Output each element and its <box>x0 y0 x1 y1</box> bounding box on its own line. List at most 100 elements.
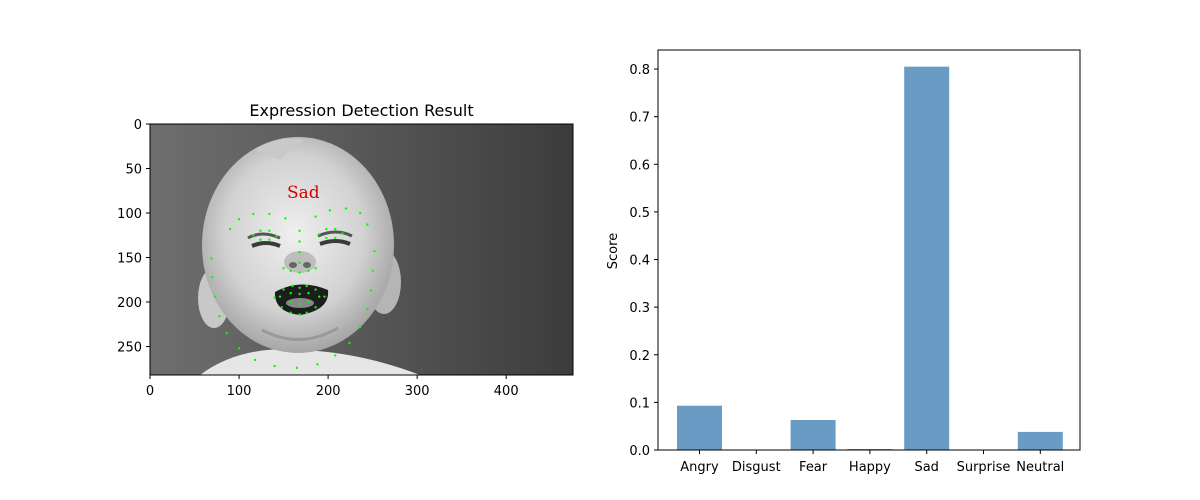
landmark-point <box>298 286 301 289</box>
landmark-point <box>318 295 321 298</box>
landmark-point <box>298 250 301 254</box>
landmark-point <box>334 227 337 231</box>
landmark-point <box>371 269 374 273</box>
landmark-point <box>314 215 317 218</box>
bar-y-tick-label: 0.6 <box>629 158 650 173</box>
landmark-point <box>268 229 271 233</box>
photo <box>150 124 573 375</box>
landmark-point <box>307 291 310 295</box>
bar-y-tick-label: 0.7 <box>629 111 650 126</box>
landmark-point <box>316 363 319 366</box>
image-y-tick-label: 150 <box>117 252 142 267</box>
landmark-point <box>348 341 351 345</box>
landmark-point <box>314 306 317 309</box>
landmark-point <box>253 358 257 362</box>
bar-x-tick-label: Surprise <box>957 460 1011 475</box>
landmark-point <box>358 325 362 329</box>
landmark-point <box>218 315 221 318</box>
landmark-point <box>334 354 337 357</box>
bar-y-axis-label: Score <box>606 233 621 269</box>
bar-x-tick-label: Neutral <box>1016 460 1064 475</box>
bar-y-axis: 0.0 0.1 0.2 0.3 0.4 0.5 0.6 0.7 0.8 <box>629 63 658 459</box>
landmark-point <box>282 288 285 291</box>
bar-series <box>677 66 1063 451</box>
landmark-point <box>366 223 369 226</box>
landmark-point <box>298 229 301 233</box>
image-x-tick-label: 200 <box>316 384 341 399</box>
landmark-point <box>284 217 287 220</box>
landmark-point <box>298 240 301 243</box>
landmark-point <box>259 238 262 241</box>
landmark-point <box>289 291 292 295</box>
landmark-point <box>282 266 285 270</box>
landmark-point <box>228 227 232 231</box>
face-landmarks <box>210 207 376 370</box>
image-x-tick-label: 300 <box>405 384 430 399</box>
landmark-point <box>314 266 317 270</box>
image-title: Expression Detection Result <box>249 101 473 120</box>
landmark-point <box>298 261 301 265</box>
landmark-point <box>252 212 255 216</box>
image-x-tick-label: 100 <box>227 384 252 399</box>
landmark-point <box>323 295 326 298</box>
bar-x-tick-label: Angry <box>680 460 719 475</box>
bar-neutral <box>1017 431 1063 450</box>
image-y-axis: 0 50 100 150 200 250 <box>117 118 150 356</box>
bar-sad <box>904 66 950 451</box>
landmark-point <box>298 302 301 305</box>
landmark-point <box>210 257 213 260</box>
landmark-point <box>341 232 344 235</box>
landmark-point <box>211 275 214 279</box>
bar-y-tick-label: 0.2 <box>629 349 650 364</box>
landmark-point <box>305 311 308 314</box>
bar-fear <box>790 420 836 450</box>
bar-x-axis: Angry Disgust Fear Happy Sad Surprise Neutral <box>680 450 1064 475</box>
landmark-point <box>289 269 292 273</box>
bar-y-tick-label: 0.1 <box>629 396 650 411</box>
landmark-point <box>314 288 317 291</box>
bar-y-tick-label: 0.4 <box>629 254 650 269</box>
bar-x-tick-label: Happy <box>849 460 891 475</box>
landmark-point <box>366 307 369 311</box>
landmark-point <box>307 269 310 273</box>
landmark-point <box>278 295 282 298</box>
landmark-point <box>268 238 271 241</box>
image-y-tick-label: 100 <box>117 207 142 222</box>
landmark-point <box>307 300 310 304</box>
bar-angry <box>677 405 722 450</box>
landmark-point <box>298 292 301 296</box>
bar-y-tick-label: 0.8 <box>629 63 650 78</box>
landmark-point <box>289 300 292 304</box>
bar-y-tick-label: 0.5 <box>629 206 650 221</box>
landmark-point <box>369 289 373 292</box>
landmark-point <box>325 227 328 231</box>
image-y-tick-label: 50 <box>125 163 142 178</box>
bar-plot-area <box>658 50 1080 450</box>
landmark-point <box>213 295 217 298</box>
landmark-point <box>237 347 241 350</box>
landmark-point <box>373 250 376 253</box>
landmark-point <box>305 284 308 288</box>
landmark-point <box>259 229 262 233</box>
bar-x-tick-label: Fear <box>799 460 828 475</box>
image-x-axis: 0 100 200 300 400 <box>146 375 519 399</box>
landmark-point <box>252 234 255 237</box>
bar-x-tick-label: Sad <box>914 460 938 475</box>
landmark-point <box>268 212 271 216</box>
image-x-tick-label: 0 <box>146 384 154 399</box>
image-x-tick-label: 400 <box>494 384 519 399</box>
landmark-point <box>237 218 241 221</box>
landmark-point <box>295 366 299 370</box>
landmark-point <box>291 284 294 288</box>
landmark-point <box>334 236 337 240</box>
landmark-point <box>358 211 362 215</box>
landmark-point <box>273 296 276 299</box>
image-y-tick-label: 250 <box>117 341 142 356</box>
landmark-point <box>325 236 328 240</box>
landmark-point <box>275 234 278 238</box>
image-y-tick-label: 0 <box>134 118 142 133</box>
landmark-point <box>289 311 292 314</box>
landmark-point <box>298 313 301 316</box>
landmark-point <box>273 364 276 368</box>
